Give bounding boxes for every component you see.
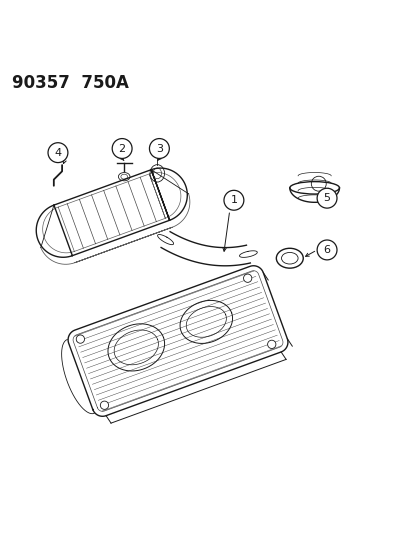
Text: 4: 4 [54,148,62,158]
Circle shape [76,335,84,343]
Circle shape [316,188,336,208]
Text: 5: 5 [323,193,330,203]
Text: 6: 6 [323,245,330,255]
Circle shape [100,401,108,409]
Text: 90357  750A: 90357 750A [12,74,129,92]
Text: 3: 3 [156,143,162,154]
Text: 1: 1 [230,195,237,205]
Circle shape [149,139,169,158]
Circle shape [223,190,243,210]
Circle shape [243,274,251,282]
Circle shape [316,240,336,260]
Circle shape [267,340,275,349]
Text: 2: 2 [118,143,126,154]
Circle shape [112,139,132,158]
Circle shape [48,143,68,163]
